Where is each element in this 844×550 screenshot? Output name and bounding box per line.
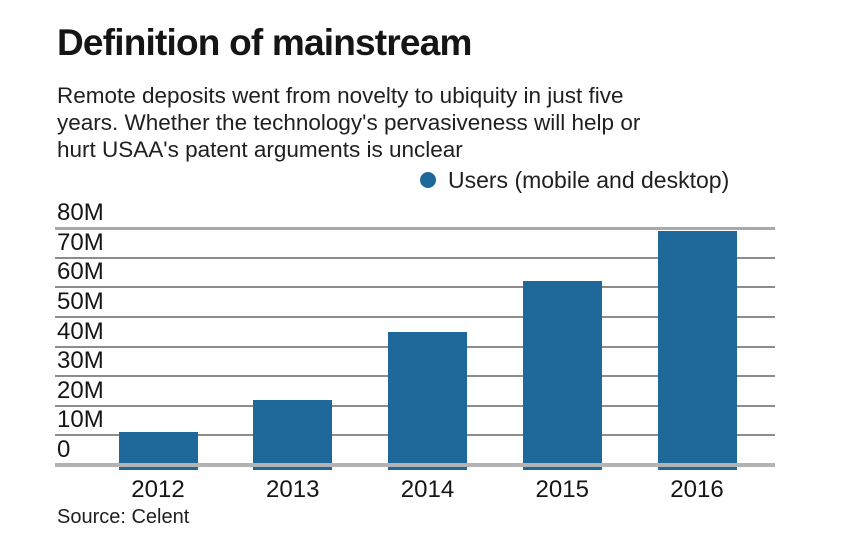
bar-2014 [388,331,467,470]
x-tick-label-2014: 2014 [400,476,455,503]
y-tick-label-10M: 10M [57,406,104,434]
y-tick-label-60M: 60M [57,258,104,286]
y-tick-label-20M: 20M [57,376,104,404]
y-tick-label-80M: 80M [57,199,104,226]
x-axis-baseline [55,463,775,467]
x-tick-label-2012: 2012 [131,476,185,503]
bar-2013 [253,399,333,470]
legend: Users (mobile and desktop) [420,166,729,194]
x-tick-label-2016: 2016 [670,476,724,503]
gridline-70M [55,256,775,259]
source-note: Source: Celent [57,506,190,528]
y-tick-label-70M: 70M [57,228,104,256]
subtitle-line: Remote deposits went from novelty to ubi… [57,83,624,108]
subtitle-line: hurt USAA's patent arguments is unclear [57,137,463,162]
chart-title: Definition of mainstream [57,22,472,63]
bar-2015 [522,281,602,470]
gridline-50M [55,315,775,318]
gridline-80M [55,227,775,230]
subtitle-line: years. Whether the technology's pervasiv… [57,110,641,135]
y-tick-label-0: 0 [57,436,71,463]
gridline-60M [55,286,775,289]
y-tick-label-50M: 50M [57,287,104,315]
y-tick-label-40M: 40M [57,317,104,345]
x-tick-label-2015: 2015 [535,476,589,503]
y-tick-label-30M: 30M [57,347,104,375]
bar-2016 [657,230,737,470]
legend-label: Users (mobile and desktop) [448,166,730,193]
legend-dot-icon [420,172,436,188]
chart-subtitle: Remote deposits went from novelty to ubi… [57,82,640,163]
x-tick-label-2013: 2013 [266,476,320,503]
